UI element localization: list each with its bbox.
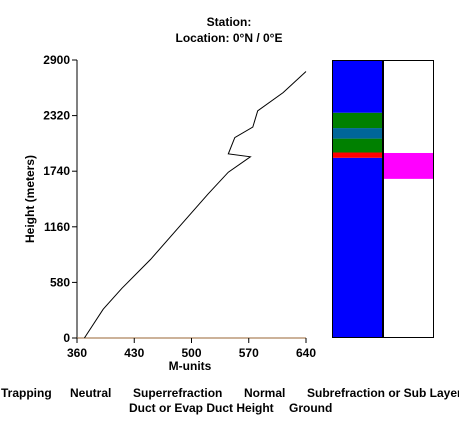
x-tick-label: 500 bbox=[181, 346, 201, 360]
x-tick-label: 570 bbox=[239, 346, 259, 360]
y-tick-label: 2320 bbox=[43, 109, 70, 123]
legend-duct: Duct or Evap Duct Height bbox=[129, 401, 274, 415]
y-tick-label: 1740 bbox=[43, 164, 70, 178]
layer-bar-border bbox=[383, 60, 434, 338]
layer-segment-trapping bbox=[332, 152, 383, 158]
y-tick-label: 1160 bbox=[44, 220, 70, 234]
station-label: Station: bbox=[207, 15, 252, 29]
location-label: Location: 0°N / 0°E bbox=[176, 31, 283, 45]
legend-trapping: Trapping bbox=[1, 386, 52, 400]
y-tick-label: 2900 bbox=[43, 53, 70, 67]
layer-segment-superrefraction bbox=[332, 138, 383, 153]
layer-segment-subrefraction bbox=[332, 128, 383, 139]
layer-segment-normal bbox=[332, 60, 383, 113]
layer-segment-duct bbox=[383, 152, 434, 179]
y-tick-label: 580 bbox=[50, 275, 70, 289]
y-tick-label: 0 bbox=[63, 331, 70, 345]
x-axis-label: M-units bbox=[169, 359, 212, 373]
x-tick-label: 640 bbox=[296, 346, 316, 360]
legend-superrefraction: Superrefraction bbox=[133, 386, 222, 400]
x-tick-label: 360 bbox=[67, 346, 87, 360]
plot-area: 0 580 1160 1740 2320 2900 360 430 500 570 640 bbox=[43, 53, 316, 360]
layer-bar-border bbox=[332, 60, 383, 338]
legend-subrefraction: Subrefraction or Sub Layer bbox=[307, 386, 459, 400]
x-tick-label: 430 bbox=[124, 346, 144, 360]
legend-normal: Normal bbox=[244, 386, 285, 400]
m-unit-profile-line bbox=[83, 71, 307, 339]
layer-segment-superrefraction bbox=[332, 112, 383, 129]
y-axis-label: Height (meters) bbox=[23, 155, 37, 243]
legend-ground: Ground bbox=[289, 401, 332, 415]
legend-neutral: Neutral bbox=[70, 386, 111, 400]
layer-bar-background bbox=[383, 60, 434, 338]
layer-bars bbox=[332, 60, 434, 338]
layer-segment-normal bbox=[332, 157, 383, 338]
